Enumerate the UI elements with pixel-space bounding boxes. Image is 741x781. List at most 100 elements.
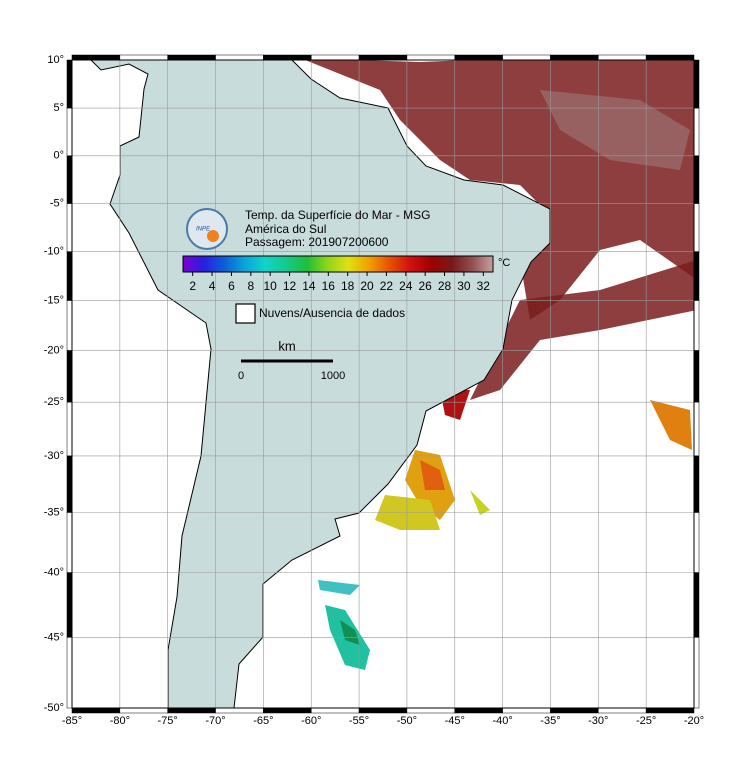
x-tick-label: -40°: [492, 715, 512, 727]
frame-segment: [66, 155, 73, 204]
legend-label: Nuvens/Ausencia de dados: [259, 306, 405, 320]
colorbar-tick-label: 14: [302, 279, 316, 293]
logo-sun: [207, 230, 219, 242]
x-tick-label: -50°: [397, 715, 417, 727]
y-tick-label: -45°: [44, 631, 64, 643]
frame-segment: [693, 401, 700, 457]
frame-segment: [645, 54, 695, 61]
sst-patches: [305, 60, 694, 670]
title-block: INPE Temp. da Superfície do Mar - MSG Am…: [186, 208, 430, 250]
frame-segment: [406, 54, 456, 61]
colorbar-tick-label: 2: [189, 279, 196, 293]
frame-segment: [66, 572, 73, 638]
frame-segment: [66, 251, 73, 301]
frame-segment: [502, 54, 551, 61]
x-tick-label: -20°: [684, 715, 704, 727]
colorbar-tick-label: 16: [322, 279, 336, 293]
frame-outline: [71, 59, 695, 709]
frame-segment: [66, 512, 73, 573]
frame-segment: [66, 59, 73, 109]
frame-segment: [66, 350, 73, 403]
x-tick-label: -30°: [588, 715, 608, 727]
frame-segment: [454, 707, 503, 714]
frame-segment: [693, 155, 700, 204]
scale-bar: km 0 1000: [238, 338, 345, 381]
map-frame: [66, 54, 700, 714]
y-tick-label: 0°: [53, 150, 64, 162]
y-tick-label: 10°: [47, 54, 64, 66]
scale-label: 1000: [321, 370, 345, 382]
legend-swatch: [235, 303, 256, 324]
y-tick-label: -35°: [44, 506, 64, 518]
colorbar-tick-label: 24: [399, 279, 413, 293]
frame-segment: [71, 707, 121, 714]
subtitle: América do Sul: [245, 222, 326, 236]
frame-segment: [310, 707, 360, 714]
colorbar: °C 2 4 6 8 10 12 14 16 18 20 22 24 26 28 30 32: [182, 255, 510, 293]
y-tick-label: -50°: [44, 702, 64, 714]
frame-segment: [358, 54, 408, 61]
frame-segment: [66, 300, 73, 351]
frame-segment: [693, 455, 700, 513]
colorbar-tick-label: 12: [283, 279, 297, 293]
frame-segment: [263, 707, 312, 714]
frame-segment: [310, 54, 360, 61]
frame-segment: [215, 707, 264, 714]
x-tick-label: -75°: [158, 715, 178, 727]
scale-label: 0: [238, 370, 244, 382]
y-tick-label: 5°: [53, 102, 64, 114]
y-tick-label: -40°: [44, 567, 64, 579]
logo-text: INPE: [196, 227, 211, 233]
x-tick-label: -45°: [445, 715, 465, 727]
x-tick-label: -55°: [349, 715, 369, 727]
frame-segment: [502, 707, 551, 714]
frame-segment: [645, 707, 695, 714]
frame-segment: [693, 59, 700, 109]
colorbar-tick-label: 32: [477, 279, 491, 293]
frame-segment: [66, 107, 73, 157]
x-tick-label: -35°: [540, 715, 560, 727]
colorbar-tick-label: 6: [228, 279, 235, 293]
colorbar-tick-label: 26: [419, 279, 433, 293]
frame-segment: [66, 637, 73, 709]
x-tick-label: -80°: [110, 715, 130, 727]
x-tick-label: -60°: [301, 715, 321, 727]
frame-segment: [693, 107, 700, 157]
frame-segment: [693, 637, 700, 709]
frame-segment: [66, 401, 73, 457]
frame-segment: [454, 54, 503, 61]
frame-segment: [693, 350, 700, 403]
title: Temp. da Superfície do Mar - MSG: [245, 208, 430, 222]
frame-segment: [693, 300, 700, 351]
frame-segment: [598, 707, 647, 714]
x-tick-label: -85°: [62, 715, 82, 727]
colorbar-tick-label: 4: [209, 279, 216, 293]
frame-segment: [119, 54, 168, 61]
x-tick-label: -70°: [205, 715, 225, 727]
colorbar-tick-label: 30: [457, 279, 471, 293]
frame-segment: [358, 707, 408, 714]
colorbar-unit: °C: [498, 257, 510, 269]
frame-segment: [71, 54, 121, 61]
x-tick-label: -65°: [253, 715, 273, 727]
y-tick-label: -15°: [44, 294, 64, 306]
y-tick-label: -30°: [44, 450, 64, 462]
scale-unit: km: [278, 338, 295, 353]
y-tick-label: -10°: [44, 246, 64, 258]
frame-segment: [598, 54, 647, 61]
colorbar-tick-label: 28: [438, 279, 452, 293]
frame-segment: [406, 707, 456, 714]
frame-segment: [167, 54, 216, 61]
frame-segment: [66, 455, 73, 513]
frame-segment: [66, 203, 73, 252]
y-tick-label: -20°: [44, 344, 64, 356]
y-tick-label: -25°: [44, 396, 64, 408]
colorbar-tick-label: 18: [341, 279, 355, 293]
frame-segment: [693, 572, 700, 638]
frame-segment: [167, 707, 216, 714]
frame-segment: [550, 54, 599, 61]
graticule: [72, 60, 694, 708]
frame-segment: [693, 512, 700, 573]
frame-segment: [263, 54, 312, 61]
